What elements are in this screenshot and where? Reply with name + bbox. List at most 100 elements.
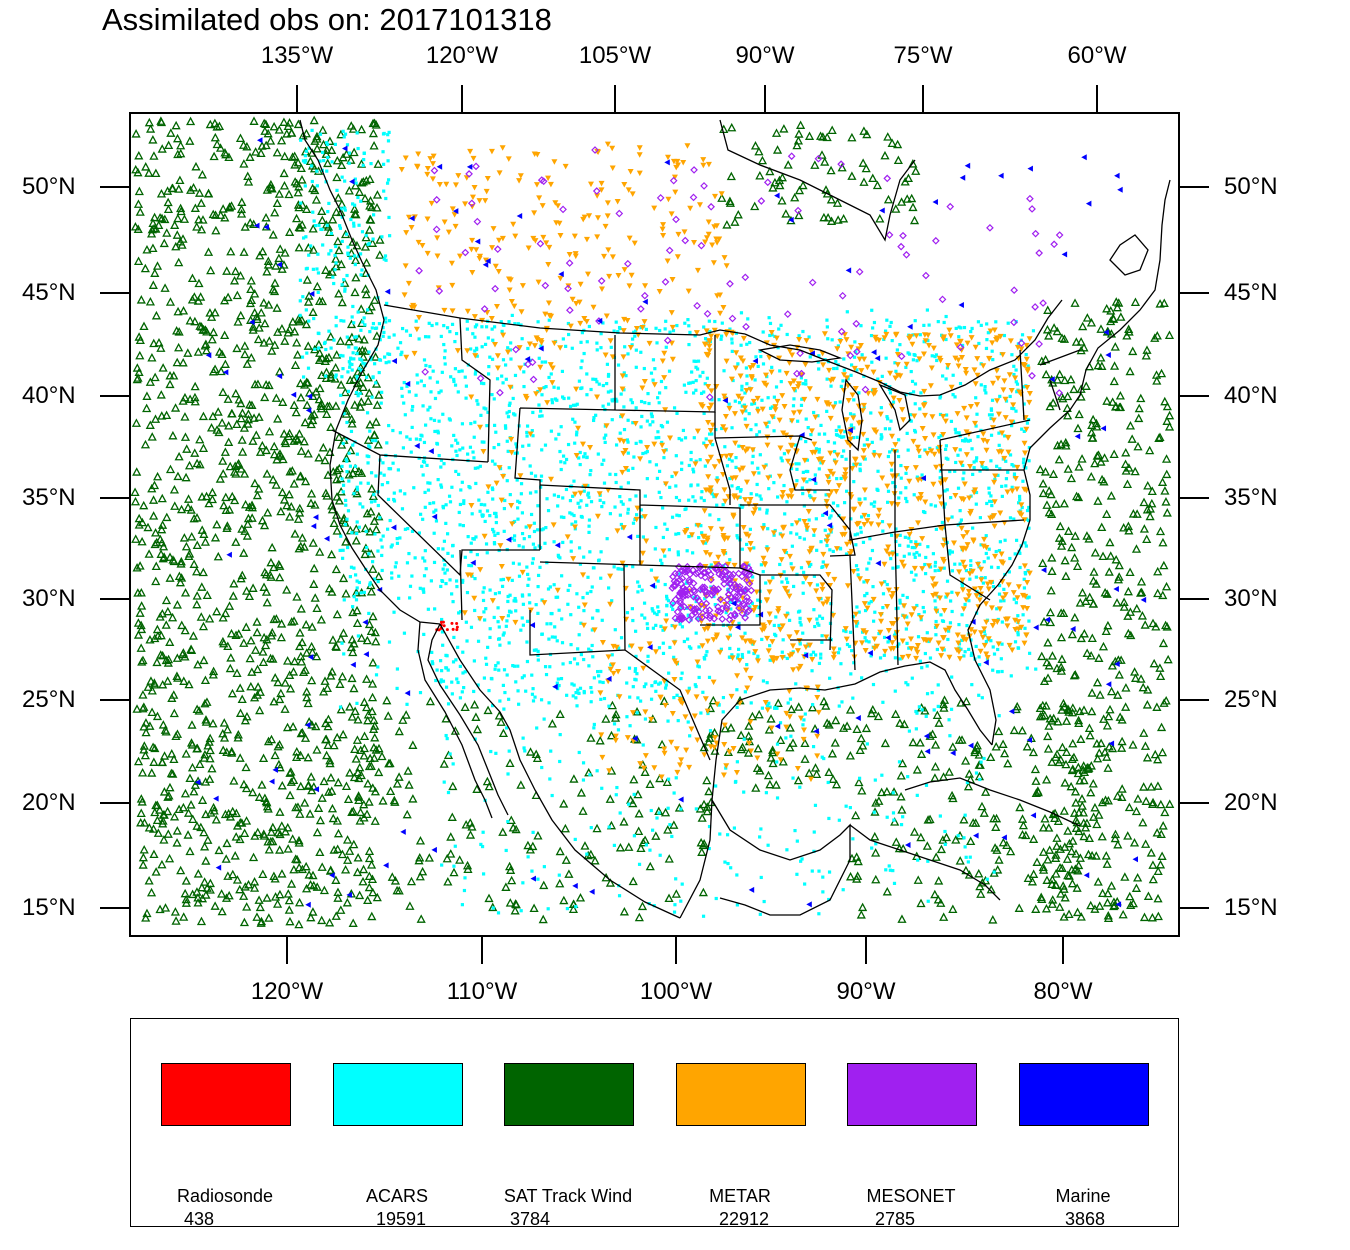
acars-marker [585, 503, 589, 507]
acars-marker [462, 686, 466, 690]
acars-marker [587, 530, 591, 535]
acars-marker [832, 441, 837, 445]
sat-wind-marker [332, 526, 342, 535]
acars-marker [450, 444, 454, 448]
acars-marker [984, 391, 988, 395]
sat-wind-marker [586, 733, 596, 742]
acars-marker [823, 432, 827, 436]
sat-wind-marker [1116, 312, 1126, 321]
acars-marker [522, 746, 526, 750]
sat-wind-marker [215, 474, 225, 483]
sat-wind-marker [328, 635, 338, 644]
sat-wind-marker [619, 817, 629, 826]
acars-marker [500, 584, 505, 588]
acars-marker [605, 537, 609, 541]
sat-wind-marker [309, 782, 319, 791]
sat-wind-marker [164, 853, 175, 863]
acars-marker [428, 364, 432, 369]
sat-wind-marker [246, 352, 256, 362]
acars-marker [526, 855, 530, 859]
observation-markers [130, 115, 1175, 929]
sat-wind-marker [1094, 810, 1104, 819]
acars-marker [657, 391, 662, 395]
acars-marker [352, 491, 356, 496]
sat-wind-marker [858, 158, 868, 167]
sat-wind-marker [1057, 742, 1068, 752]
sat-wind-marker [794, 129, 804, 138]
acars-marker [372, 577, 377, 581]
sat-wind-marker [941, 832, 952, 842]
acars-marker [556, 494, 561, 499]
sat-wind-marker [167, 612, 178, 622]
sat-wind-marker [189, 292, 199, 301]
acars-marker [1013, 640, 1018, 644]
acars-marker [872, 450, 876, 454]
acars-marker [692, 359, 696, 363]
acars-marker [508, 493, 512, 497]
acars-marker [566, 588, 570, 592]
acars-marker [965, 623, 969, 628]
acars-marker [456, 680, 460, 685]
sat-wind-marker [300, 380, 310, 389]
acars-marker [514, 680, 518, 684]
acars-marker [678, 572, 682, 576]
sat-wind-marker [280, 336, 290, 345]
sat-wind-marker [501, 882, 511, 891]
acars-marker [891, 481, 895, 485]
acars-marker [574, 433, 579, 437]
acars-marker [606, 374, 611, 378]
acars-marker [752, 651, 756, 656]
sat-wind-marker [605, 794, 615, 803]
sat-wind-marker [471, 712, 481, 721]
acars-marker [726, 861, 730, 866]
sat-wind-marker [289, 479, 299, 488]
sat-wind-marker [349, 638, 359, 648]
acars-marker [492, 615, 496, 620]
sat-wind-marker [822, 718, 832, 727]
acars-marker [871, 585, 875, 589]
acars-marker [997, 443, 1001, 447]
acars-marker [886, 500, 890, 504]
acars-marker [831, 549, 835, 554]
sat-wind-marker [297, 175, 307, 184]
sat-wind-marker [1073, 492, 1084, 502]
acars-marker [422, 384, 426, 388]
sat-wind-marker [1088, 576, 1099, 585]
acars-marker [825, 377, 829, 381]
acars-marker [456, 390, 460, 394]
acars-marker [376, 549, 380, 553]
acars-marker [670, 474, 674, 479]
acars-marker [904, 393, 908, 397]
acars-marker [911, 390, 916, 394]
sat-wind-marker [288, 317, 298, 326]
sat-wind-marker [991, 822, 1001, 831]
acars-marker [573, 441, 577, 445]
acars-marker [802, 537, 806, 541]
acars-marker [990, 349, 994, 353]
sat-wind-marker [136, 620, 146, 630]
acars-marker [945, 579, 950, 583]
sat-wind-marker [1042, 324, 1053, 334]
sat-wind-marker [352, 735, 362, 744]
acars-marker [788, 697, 793, 701]
acars-marker [640, 588, 644, 592]
acars-marker [614, 793, 618, 797]
acars-marker [393, 565, 397, 569]
acars-marker [907, 552, 911, 556]
sat-wind-marker [401, 710, 411, 719]
sat-wind-marker [240, 341, 250, 350]
sat-wind-marker [233, 729, 243, 739]
acars-marker [483, 503, 487, 507]
acars-marker [939, 434, 943, 438]
acars-marker [617, 567, 621, 571]
acars-marker [400, 350, 404, 354]
acars-marker [761, 330, 765, 334]
sat-wind-marker [699, 742, 709, 752]
sat-wind-marker [169, 556, 179, 566]
acars-marker [698, 458, 702, 462]
acars-marker [549, 372, 553, 376]
acars-marker [420, 434, 424, 438]
sat-wind-marker [212, 122, 222, 131]
sat-wind-marker [847, 132, 857, 142]
sat-wind-marker [1043, 855, 1053, 864]
